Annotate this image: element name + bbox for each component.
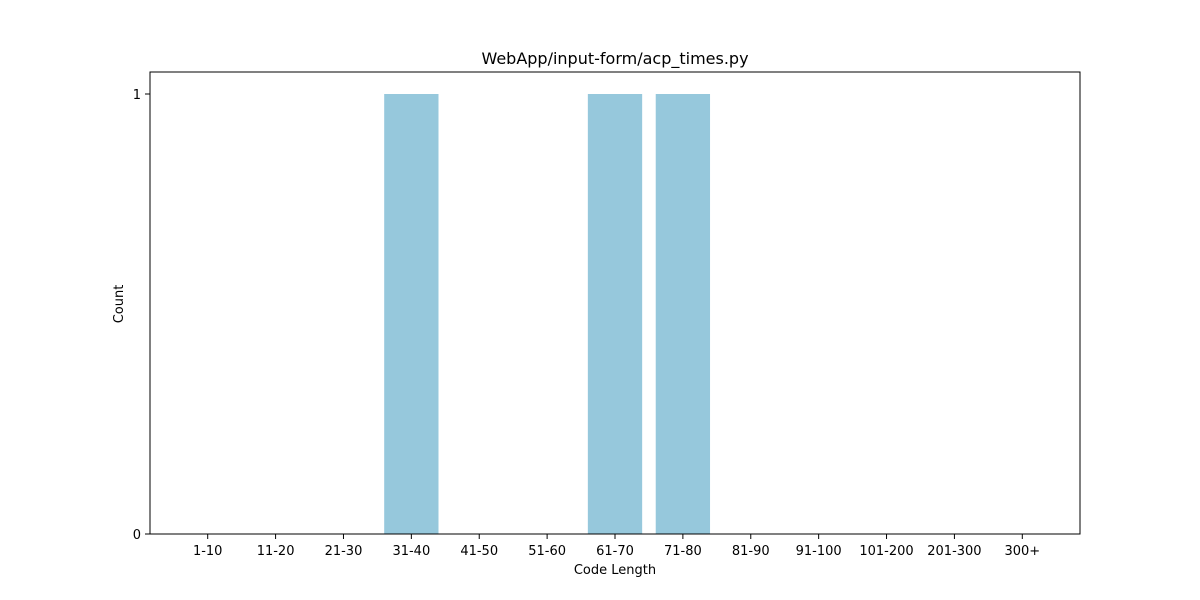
bars-group	[384, 94, 711, 534]
x-tick-label: 201-300	[927, 544, 981, 559]
x-axis-ticks: 1-10 11-20 21-30 31-40 41-50 51-60 61-70 71-80 8…	[193, 534, 1040, 559]
bar-71-80	[655, 94, 711, 534]
x-tick-label: 300+	[1004, 544, 1040, 559]
x-tick-label: 41-50	[460, 544, 498, 559]
chart-title: WebApp/input-form/acp_times.py	[481, 49, 748, 69]
x-tick-label: 11-20	[257, 544, 295, 559]
bar-61-70	[587, 94, 643, 534]
bar-31-40	[384, 94, 439, 534]
x-axis-label: Code Length	[574, 563, 656, 578]
x-tick-label: 71-80	[664, 544, 702, 559]
x-tick-label: 91-100	[796, 544, 842, 559]
x-tick-label: 51-60	[528, 544, 566, 559]
y-tick-label: 0	[133, 528, 141, 543]
x-tick-label: 1-10	[193, 544, 223, 559]
x-tick-label: 61-70	[596, 544, 634, 559]
y-axis-ticks: 01	[133, 88, 150, 543]
y-tick-label: 1	[133, 88, 141, 103]
x-tick-label: 81-90	[732, 544, 770, 559]
x-tick-label: 21-30	[325, 544, 363, 559]
x-tick-label: 31-40	[392, 544, 430, 559]
y-axis-label: Count	[112, 285, 127, 324]
x-tick-label: 101-200	[859, 544, 913, 559]
